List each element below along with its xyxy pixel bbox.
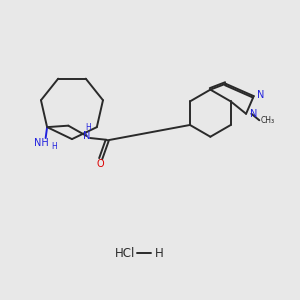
Text: H: H (51, 142, 57, 151)
Text: H: H (85, 123, 91, 132)
Text: O: O (97, 159, 104, 169)
Text: N: N (250, 109, 257, 119)
Text: HCl: HCl (115, 247, 135, 260)
Text: N: N (83, 131, 90, 141)
Text: H: H (155, 247, 164, 260)
Text: CH₃: CH₃ (261, 116, 275, 125)
Text: NH: NH (34, 138, 49, 148)
Text: N: N (257, 90, 265, 100)
